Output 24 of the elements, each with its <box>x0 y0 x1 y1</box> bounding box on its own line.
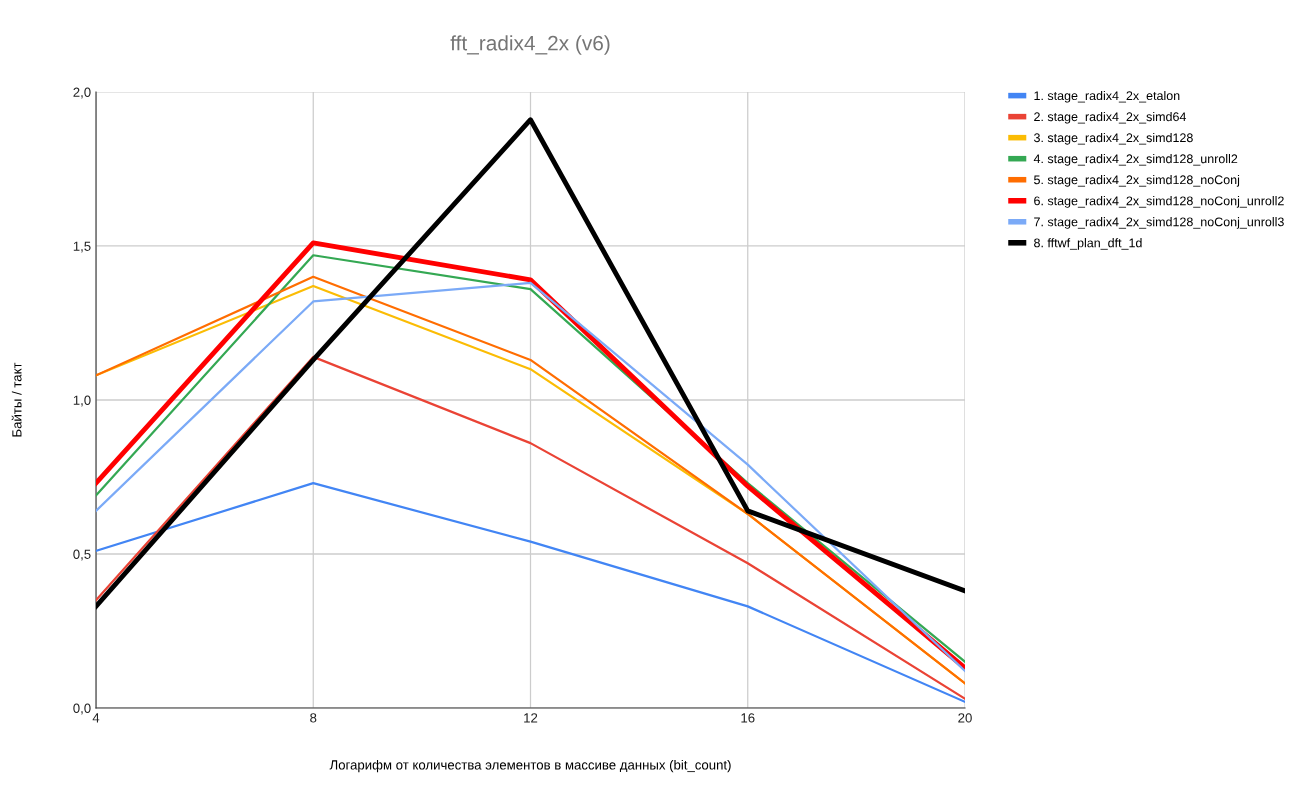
x-tick-label: 8 <box>310 713 317 723</box>
x-tick-label: 4 <box>92 713 100 723</box>
legend-label: 1. stage_radix4_2x_etalon <box>1034 90 1180 103</box>
line-series <box>96 355 965 700</box>
legend-label: 4. stage_radix4_2x_simd128_unroll2 <box>1033 154 1238 166</box>
y-axis-title: Байты / такт <box>11 362 22 437</box>
legend-label: 3. stage_radix4_2x_simd128 <box>1033 132 1193 145</box>
y-tick-label: 1,0 <box>73 395 91 407</box>
y-tick-label: 2,0 <box>73 87 91 99</box>
y-tick-label: 0,0 <box>73 703 91 715</box>
legend-label: 8. fftwf_plan_dft_1d <box>1034 238 1142 250</box>
x-axis-title: Логарифм от количества элементов в массиве данных (bit_count) <box>329 759 731 773</box>
line-series <box>96 482 965 703</box>
legend-label: 2. stage_radix4_2x_simd64 <box>1034 111 1187 124</box>
legend-label: 5. stage_radix4_2x_simd128_noConj <box>1034 175 1240 187</box>
y-tick-label: 0,5 <box>73 549 91 561</box>
x-tick-label: 20 <box>958 713 972 723</box>
x-tick-label: 12 <box>524 713 538 723</box>
chart-title: fft_radix4_2x (v6) <box>450 35 610 55</box>
x-tick-label: 16 <box>741 713 755 723</box>
legend-label: 7. stage_radix4_2x_simd128_noConj_unroll3 <box>1034 217 1284 229</box>
legend-label: 6. stage_radix4_2x_simd128_noConj_unroll2 <box>1034 196 1284 208</box>
y-tick-label: 1,5 <box>73 241 91 253</box>
line-series <box>96 117 965 609</box>
